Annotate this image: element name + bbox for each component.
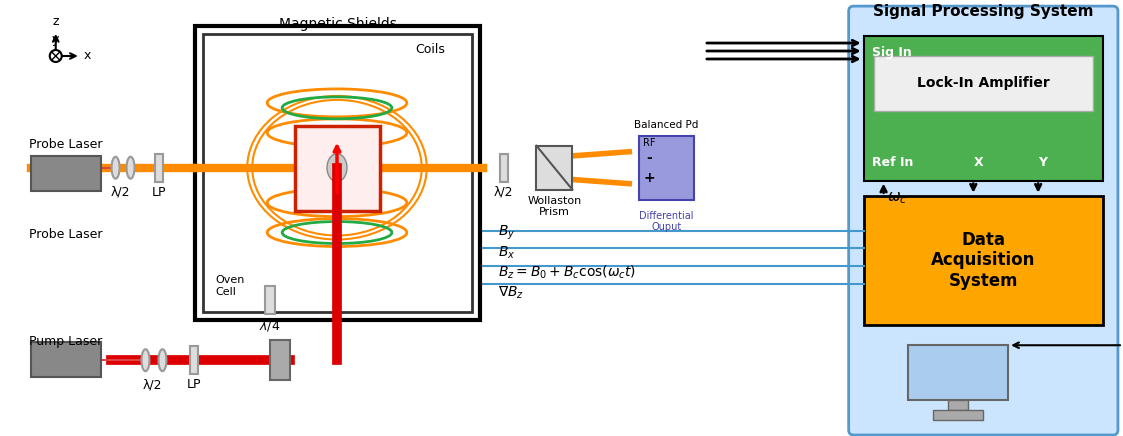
Text: $B_y$: $B_y$ [497,223,515,242]
Text: λ/2: λ/2 [111,186,130,199]
FancyBboxPatch shape [849,6,1119,435]
Circle shape [49,50,62,62]
Text: LP: LP [153,186,166,199]
Text: Lock-In Amplifier: Lock-In Amplifier [916,76,1050,90]
Text: Pump Laser: Pump Laser [29,335,102,348]
Polygon shape [271,340,290,380]
Bar [265,286,275,314]
Bar [195,26,480,320]
Text: x: x [83,50,91,62]
Text: Sig In: Sig In [871,46,912,59]
Text: Wollaston
Prism: Wollaston Prism [528,196,582,217]
Text: RF: RF [643,138,656,148]
Text: Probe Laser: Probe Laser [29,228,102,241]
Text: LP: LP [188,378,202,391]
Bar [203,34,472,312]
Bar [864,36,1103,181]
Text: λ/2: λ/2 [494,186,513,199]
Text: -: - [647,151,652,165]
Bar [30,342,101,377]
Bar [295,126,380,211]
Bar [933,410,984,420]
Ellipse shape [327,154,347,182]
Ellipse shape [127,157,135,179]
Text: λ/2: λ/2 [143,378,162,391]
Bar [874,56,1093,111]
Bar [30,156,101,191]
Bar [500,154,508,182]
Text: Oven
Cell: Oven Cell [216,276,245,297]
Bar [155,154,164,182]
Text: Signal Processing System: Signal Processing System [873,4,1094,19]
Text: +: + [643,170,655,185]
Text: y: y [52,33,60,46]
Text: $\nabla B_z$: $\nabla B_z$ [497,284,523,301]
Text: $B_z = B_0 + B_c\cos(\omega_c t)$: $B_z = B_0 + B_c\cos(\omega_c t)$ [497,264,636,281]
Text: Magnetic Shields: Magnetic Shields [279,17,396,31]
Bar [949,400,968,410]
Ellipse shape [158,349,166,371]
Ellipse shape [141,349,149,371]
Text: Differential
Ouput: Differential Ouput [639,211,693,232]
Ellipse shape [111,157,119,179]
Text: $\lambda$/4: $\lambda$/4 [259,318,281,333]
Bar [191,346,199,374]
Text: Data
Acquisition
System: Data Acquisition System [931,231,1035,290]
Text: Balanced Pd: Balanced Pd [634,120,699,130]
Bar [909,345,1008,400]
Bar [864,196,1103,325]
Text: X: X [974,156,983,169]
Text: $B_x$: $B_x$ [497,244,515,261]
Text: Probe Laser: Probe Laser [29,138,102,151]
Text: Coils: Coils [414,43,445,56]
Bar [639,136,694,200]
Text: z: z [53,15,60,28]
Text: Y: Y [1038,156,1047,169]
Text: Ref In: Ref In [871,156,913,169]
Text: $\omega_c$: $\omega_c$ [886,191,907,207]
Polygon shape [537,146,573,190]
